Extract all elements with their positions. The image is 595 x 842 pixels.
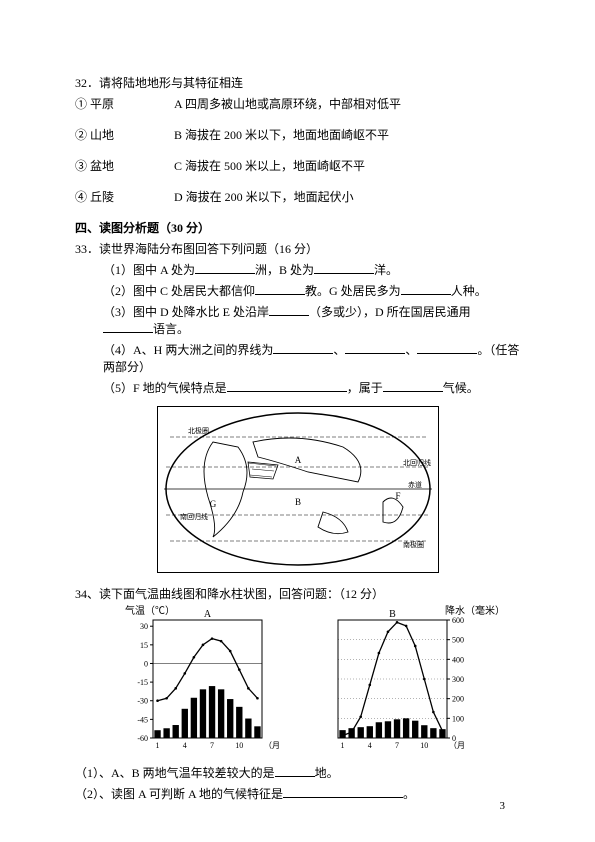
svg-text:500: 500: [452, 636, 464, 645]
q32-row: ④ 丘陵 D 海拔在 200 米以下，地面起伏小: [75, 188, 520, 205]
svg-text:1: 1: [341, 741, 345, 750]
chart-A-svg: A 30 15 0 -15 -30 -45 -60 1 4 7 10 （月）: [125, 606, 280, 756]
map-annot: 南极圈: [403, 540, 424, 549]
charts-row: 气温（℃） A30150-15-30-45-6014710（月） 降水（毫米） …: [125, 606, 520, 760]
svg-text:-15: -15: [137, 678, 148, 687]
q34-1: （1）、A、B 两地气温年较差较大的是 地。: [75, 764, 520, 781]
t: 地。: [315, 766, 339, 780]
match-right: C 海拔在 500 米以上，地面崎岖不平: [174, 159, 365, 173]
map-label-G: G: [209, 499, 216, 509]
blank[interactable]: [273, 341, 333, 354]
svg-text:B: B: [389, 609, 396, 620]
blank[interactable]: [283, 785, 403, 798]
q34-stem: 34、读下面气温曲线图和降水柱状图，回答问题：（12 分）: [75, 585, 520, 602]
world-map-figure: A B G F 北极圈 北回归线 赤道 南回归线 南极圈: [75, 406, 520, 577]
svg-text:（月）: （月）: [449, 741, 465, 750]
svg-text:4: 4: [368, 741, 372, 750]
t: （多或少），D 所在国居民通用: [309, 305, 471, 319]
svg-text:1: 1: [156, 741, 160, 750]
map-annot: 赤道: [408, 480, 422, 489]
chart-A: 气温（℃） A30150-15-30-45-6014710（月）: [125, 606, 280, 760]
t: 教。G 处居民多为: [305, 284, 401, 298]
map-label-A: A: [294, 455, 301, 465]
world-map-svg: A B G F 北极圈 北回归线 赤道 南回归线 南极圈: [157, 406, 439, 573]
blank[interactable]: [255, 282, 305, 295]
t: （1）、A、B 两地气温年较差较大的是: [75, 766, 275, 780]
blank[interactable]: [345, 341, 405, 354]
svg-text:10: 10: [235, 741, 243, 750]
svg-text:400: 400: [452, 655, 464, 664]
t: 洲，B 处为: [255, 263, 314, 277]
q32-stem: 32．请将陆地地形与其特征相连: [75, 74, 520, 91]
t: （2）图中 C 处居民大都信仰: [103, 284, 255, 298]
t: （3）图中 D 处降水比 E 处沿岸: [103, 305, 269, 319]
svg-text:-30: -30: [137, 697, 148, 706]
blank[interactable]: [103, 320, 153, 333]
blank[interactable]: [417, 341, 477, 354]
svg-text:-60: -60: [137, 734, 148, 743]
q33-3: （3）图中 D 处降水比 E 处沿岸 （多或少），D 所在国居民通用语言。: [75, 303, 520, 337]
map-annot: 南回归线: [180, 512, 208, 521]
t: （4）A、H 两大洲之间的界线为: [103, 343, 273, 357]
t: 气候。: [443, 381, 479, 395]
t: （1）图中 A 处为: [103, 263, 195, 277]
t: 语言。: [153, 322, 189, 336]
q33-1: （1）图中 A 处为 洲，B 处为 洋。: [75, 261, 520, 278]
match-left: ③ 盆地: [75, 159, 114, 173]
svg-text:7: 7: [395, 741, 399, 750]
t: 、: [405, 343, 417, 357]
q32-row: ③ 盆地 C 海拔在 500 米以上，地面崎岖不平: [75, 157, 520, 174]
blank[interactable]: [269, 303, 309, 316]
svg-text:10: 10: [420, 741, 428, 750]
t: （2）、读图 A 可判断 A 地的气候特征是: [75, 787, 283, 801]
svg-text:600: 600: [452, 616, 464, 625]
svg-text:15: 15: [140, 641, 148, 650]
svg-text:7: 7: [210, 741, 214, 750]
svg-text:300: 300: [452, 675, 464, 684]
chartA-ylabel: 气温（℃）: [125, 602, 175, 617]
q34-2: （2）、读图 A 可判断 A 地的气候特征是 。: [75, 785, 520, 802]
blank[interactable]: [401, 282, 451, 295]
section-4-title: 四、读图分析题（30 分）: [75, 219, 520, 236]
blank[interactable]: [195, 261, 255, 274]
svg-text:A: A: [204, 609, 212, 620]
match-right: D 海拔在 200 米以下，地面起伏小: [174, 190, 354, 204]
chart-B-svg: B600500400300200100014710（月）: [310, 606, 465, 756]
t: 洋。: [374, 263, 398, 277]
chart-B: 降水（毫米） B600500400300200100014710（月）: [310, 606, 465, 760]
t: ，属于: [347, 381, 383, 395]
map-annot: 北极圈: [188, 426, 209, 435]
chartB-ylabel: 降水（毫米）: [425, 602, 505, 617]
q33-stem: 33．读世界海陆分布图回答下列问题（16 分）: [75, 240, 520, 257]
t: 人种。: [451, 284, 487, 298]
match-right: B 海拔在 200 米以下，地面地面崎岖不平: [174, 128, 389, 142]
blank[interactable]: [314, 261, 374, 274]
q33-2: （2）图中 C 处居民大都信仰 教。G 处居民多为 人种。: [75, 282, 520, 299]
t: 、: [333, 343, 345, 357]
blank[interactable]: [227, 379, 347, 392]
map-label-B: B: [294, 497, 300, 507]
t: （5）F 地的气候特点是: [103, 381, 227, 395]
svg-text:200: 200: [452, 695, 464, 704]
svg-text:-45: -45: [137, 715, 148, 724]
svg-text:0: 0: [144, 659, 148, 668]
svg-text:30: 30: [140, 622, 148, 631]
svg-text:（月）: （月）: [264, 741, 280, 750]
q33-4: （4）A、H 两大洲之间的界线为、、。（任答两部分）: [75, 341, 520, 375]
match-left: ② 山地: [75, 128, 114, 142]
page-number: 3: [500, 800, 506, 812]
match-left: ① 平原: [75, 97, 114, 111]
q33-5: （5）F 地的气候特点是 ，属于 气候。: [75, 379, 520, 396]
map-annot: 北回归线: [403, 458, 431, 467]
q32-row: ② 山地 B 海拔在 200 米以下，地面地面崎岖不平: [75, 126, 520, 143]
match-left: ④ 丘陵: [75, 190, 114, 204]
map-label-F: F: [395, 491, 400, 501]
match-right: A 四周多被山地或高原环绕，中部相对低平: [174, 97, 401, 111]
blank[interactable]: [383, 379, 443, 392]
svg-text:100: 100: [452, 714, 464, 723]
t: 。: [403, 787, 415, 801]
q32-row: ① 平原 A 四周多被山地或高原环绕，中部相对低平: [75, 95, 520, 112]
svg-text:4: 4: [183, 741, 187, 750]
blank[interactable]: [275, 764, 315, 777]
